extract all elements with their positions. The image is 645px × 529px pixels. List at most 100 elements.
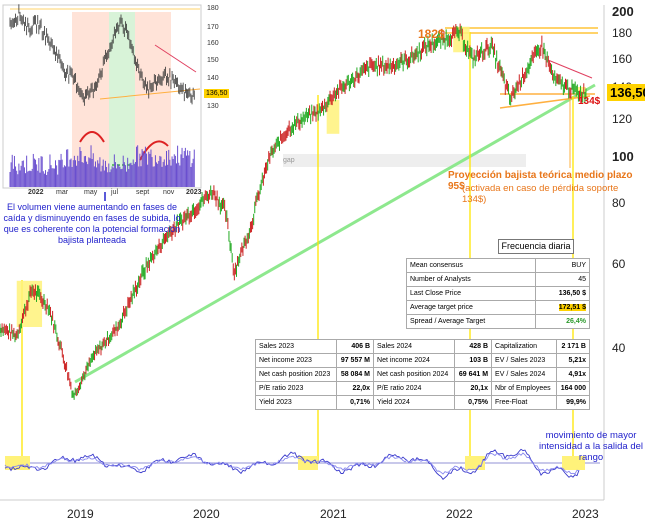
inset-y-tick-160: 160 <box>207 40 219 47</box>
table-cell: Net income 2023 <box>255 353 337 368</box>
table-cell: BUY <box>535 258 590 273</box>
table-cell: 103 B <box>453 353 493 368</box>
x-tick-2022: 2022 <box>446 507 473 521</box>
table-cell: 172,51 $ <box>535 300 590 315</box>
inset-x-jul: jul <box>111 189 119 196</box>
table-cell: 20,1x <box>453 381 493 396</box>
inset-x-2023: 2023 <box>186 189 202 196</box>
table-cell: 45 <box>535 272 590 287</box>
osc-highlight <box>562 456 585 470</box>
table-cell: Mean consensus <box>405 258 537 273</box>
y-tick-120: 120 <box>612 112 633 126</box>
table-cell: 428 B <box>453 339 493 354</box>
y-tick-160: 160 <box>612 52 633 66</box>
table-cell: P/E ratio 2023 <box>255 381 337 396</box>
table-cell: Capitalization <box>491 339 557 354</box>
table-cell: Sales 2023 <box>255 339 337 354</box>
inset-x-2022: 2022 <box>28 189 44 196</box>
x-tick-2021: 2021 <box>320 507 347 521</box>
table-row: Net cash position 2023 58 084 M Net cash… <box>255 367 591 382</box>
inset-x-nov: nov <box>163 189 175 196</box>
table-cell: 58 084 M <box>335 367 375 382</box>
x-tick-2020: 2020 <box>193 507 220 521</box>
table-row: Yield 2023 0,71% Yield 2024 0,75% Free-F… <box>255 395 591 410</box>
long-trendline <box>74 83 596 384</box>
table-cell: 69 641 M <box>453 367 493 382</box>
table-cell: 26,4% <box>535 314 590 329</box>
table-cell: 97 557 M <box>335 353 375 368</box>
inset-wedge-line <box>154 44 197 73</box>
highlight-zone <box>326 99 340 134</box>
wedge-upper-line <box>547 59 593 79</box>
table-cell: EV / Sales 2024 <box>491 367 557 382</box>
fundamentals-table: Sales 2023 406 B Sales 2024 428 B Capita… <box>255 339 591 410</box>
last-price-tag: 136,50 <box>607 84 645 101</box>
y-tick-180: 180 <box>612 26 633 40</box>
osc-line-2 <box>4 452 580 475</box>
table-cell: Free-Float <box>491 395 557 410</box>
inset-x-mar: mar <box>56 189 69 196</box>
table-cell: Nbr of Employees <box>491 381 557 396</box>
table-row: Net income 2023 97 557 M Net income 2024… <box>255 353 591 368</box>
table-cell: 22,0x <box>335 381 375 396</box>
y-tick-80: 80 <box>612 196 626 210</box>
table-cell: Average target price <box>405 300 537 315</box>
table-cell: P/E ratio 2024 <box>373 381 455 396</box>
y-tick-100: 100 <box>612 149 634 164</box>
projection-title: Proyección bajista teórica medio plazo 9… <box>448 170 633 192</box>
table-cell: Net cash position 2023 <box>255 367 337 382</box>
inset-y-tick-130: 130 <box>207 103 219 110</box>
table-cell: Number of Analysts <box>405 272 537 287</box>
support-label: 134$ <box>578 96 601 107</box>
table-row: Average target price 172,51 $ <box>405 300 590 315</box>
table-cell: Sales 2024 <box>373 339 455 354</box>
resistance-label: 182$ <box>418 27 445 41</box>
inset-y-tick-140: 140 <box>207 75 219 82</box>
gap-label: gap <box>283 157 295 164</box>
table-cell: 0,75% <box>453 395 493 410</box>
consensus-table: Mean consensus BUY Number of Analysts 45… <box>405 258 590 329</box>
table-row: P/E ratio 2023 22,0x P/E ratio 2024 20,1… <box>255 381 591 396</box>
x-tick-2023: 2023 <box>572 507 599 521</box>
table-cell: Last Close Price <box>405 286 537 301</box>
gap-zone <box>283 154 526 167</box>
table-row: Sales 2023 406 B Sales 2024 428 B Capita… <box>255 339 591 354</box>
table-cell: 0,71% <box>335 395 375 410</box>
table-cell: 99,9% <box>555 395 591 410</box>
table-cell: 406 B <box>335 339 375 354</box>
inset-y-tick-170: 170 <box>207 24 219 31</box>
inset-x-may: may <box>84 189 98 196</box>
inset-price-tag: 136,50 <box>204 89 230 98</box>
table-cell: Yield 2023 <box>255 395 337 410</box>
table-cell: Net income 2024 <box>373 353 455 368</box>
inset-x-sept: sept <box>136 189 150 196</box>
table-row: Mean consensus BUY <box>405 258 590 273</box>
projection-subtitle: (activada en caso de pérdida soporte 134… <box>462 183 619 205</box>
table-cell: EV / Sales 2023 <box>491 353 557 368</box>
table-row: Spread / Average Target 26,4% <box>405 314 590 329</box>
table-row: Number of Analysts 45 <box>405 272 590 287</box>
volume-note: El volumen viene aumentando en fases de … <box>3 202 181 245</box>
y-tick-60: 60 <box>612 257 626 271</box>
table-cell: 2 171 B <box>555 339 591 354</box>
inset-y-tick-180: 180 <box>207 5 219 12</box>
table-cell: 5,21x <box>555 353 591 368</box>
rsi-note: movimiento de mayor intensidad a la sali… <box>538 430 644 463</box>
table-cell: 4,91x <box>555 367 591 382</box>
table-cell: Yield 2024 <box>373 395 455 410</box>
table-row: Last Close Price 136,50 $ <box>405 286 590 301</box>
table-cell: 164 000 <box>555 381 591 396</box>
table-cell: Net cash position 2024 <box>373 367 455 382</box>
table-cell: Spread / Average Target <box>405 314 537 329</box>
osc-line-1 <box>4 448 580 480</box>
target-price-highlight: 172,51 $ <box>558 304 586 311</box>
table-cell: 136,50 $ <box>535 286 590 301</box>
x-tick-2019: 2019 <box>67 507 94 521</box>
inset-y-tick-150: 150 <box>207 57 219 64</box>
y-tick-40: 40 <box>612 341 626 355</box>
inset-zone-fall-2 <box>135 12 171 187</box>
frequency-label: Frecuencia diaria <box>498 239 574 254</box>
red-arrow-1 <box>79 131 105 143</box>
y-tick-200: 200 <box>612 4 634 19</box>
wedge-lower-line <box>499 95 591 109</box>
